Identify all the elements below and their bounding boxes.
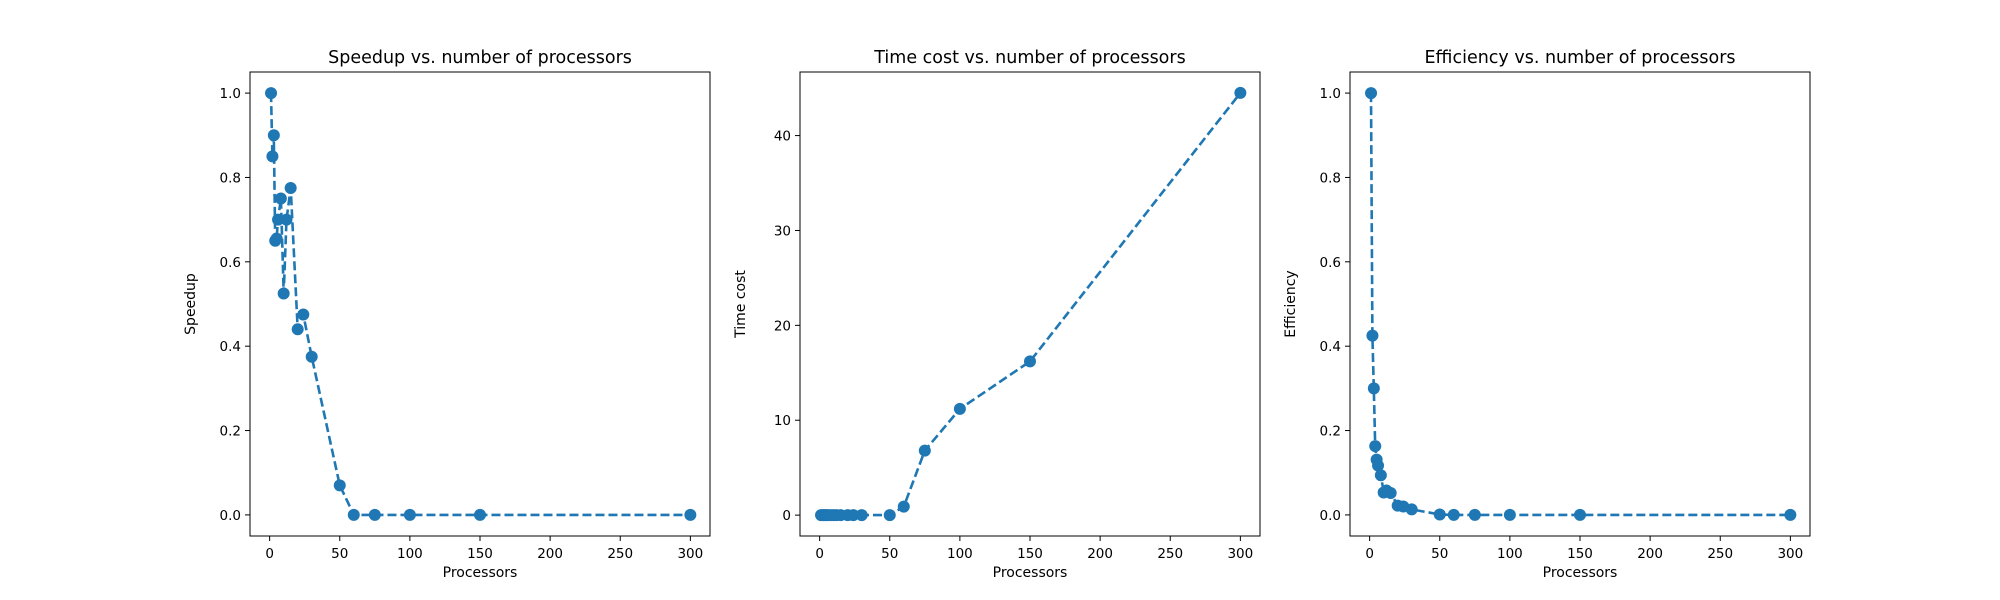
y-tick-label: 0.4 (1320, 339, 1341, 355)
data-point (1367, 382, 1380, 395)
data-point (267, 129, 280, 142)
data-point (684, 508, 697, 521)
x-tick-label: 0 (265, 546, 274, 562)
data-point (291, 323, 304, 336)
x-axis-label: Processors (1543, 565, 1618, 581)
data-point (855, 509, 868, 522)
data-point (265, 87, 278, 100)
y-tick-label: 1.0 (1320, 86, 1341, 102)
data-point (297, 308, 310, 321)
data-point (280, 213, 293, 226)
x-tick-label: 300 (677, 546, 703, 562)
y-tick-label: 30 (774, 223, 791, 239)
y-tick-label: 20 (774, 318, 791, 334)
y-tick-label: 0.6 (1320, 255, 1341, 271)
y-tick-label: 0.2 (220, 424, 241, 440)
y-tick-label: 0.8 (1320, 170, 1341, 186)
x-tick-label: 250 (1157, 546, 1183, 562)
data-point (1365, 87, 1378, 100)
data-point (270, 232, 283, 245)
x-tick-label: 100 (397, 546, 423, 562)
data-point (1369, 440, 1382, 453)
chart-panel-2: 0 50 100 150 200 250 300 0 10 20 30 40 Time cost vs.… (733, 48, 1261, 581)
data-point (266, 150, 279, 163)
y-tick-label: 0.0 (1320, 508, 1341, 524)
data-point (1405, 503, 1418, 516)
data-point (883, 509, 896, 522)
x-tick-label: 200 (537, 546, 563, 562)
y-tick-label: 10 (774, 413, 791, 429)
x-tick-label: 150 (1017, 546, 1043, 562)
x-tick-label: 200 (1087, 546, 1113, 562)
x-tick-label: 250 (1707, 546, 1733, 562)
data-point (1433, 508, 1446, 521)
x-tick-label: 300 (1777, 546, 1803, 562)
y-axis-label: Efficiency (1283, 270, 1299, 337)
y-tick-label: 1.0 (220, 86, 241, 102)
data-point (1024, 355, 1036, 368)
data-point (847, 509, 860, 522)
data-point (474, 508, 486, 521)
x-axis-label: Processors (443, 565, 518, 581)
data-point (1374, 469, 1387, 482)
data-point (274, 192, 287, 205)
x-tick-label: 50 (881, 546, 898, 562)
data-point (305, 350, 318, 363)
data-point (897, 500, 910, 513)
data-point (953, 402, 966, 415)
x-tick-label: 150 (1567, 546, 1593, 562)
y-tick-label: 0 (782, 508, 791, 524)
y-tick-label: 0.2 (1320, 424, 1341, 440)
x-tick-label: 150 (467, 546, 493, 562)
chart-title: Time cost vs. number of processors (873, 48, 1185, 68)
x-tick-label: 300 (1227, 546, 1253, 562)
data-point (1468, 508, 1481, 521)
axes-frame (249, 71, 711, 537)
x-tick-label: 50 (1431, 546, 1448, 562)
y-axis-label: Speedup (183, 273, 199, 335)
data-point (1503, 508, 1516, 521)
y-tick-label: 40 (774, 129, 791, 145)
data-point (1372, 459, 1385, 472)
y-tick-label: 0.6 (220, 255, 241, 271)
data-point (368, 508, 381, 521)
y-tick-label: 0.8 (220, 170, 241, 186)
data-point (1366, 329, 1379, 342)
axes-frame (1349, 71, 1811, 537)
y-axis-label: Time cost (733, 270, 749, 339)
chart-panel-3: 0 50 100 150 200 250 300 0.0 0.2 0.4 0.6 0.8 1.0 Effi… (1283, 48, 1811, 581)
data-point (403, 508, 416, 521)
data-point (1384, 486, 1397, 499)
data-point (272, 213, 285, 226)
data-point (1574, 508, 1586, 521)
series-line (821, 92, 1242, 517)
series-line (269, 93, 691, 517)
axes-frame (799, 71, 1261, 537)
x-tick-label: 250 (607, 546, 633, 562)
y-tick-label: 0.0 (220, 508, 241, 524)
chart-title: Efficiency vs. number of processors (1424, 48, 1735, 68)
x-tick-label: 0 (815, 546, 824, 562)
data-point (1234, 86, 1247, 99)
x-axis-label: Processors (993, 565, 1068, 581)
x-tick-label: 100 (947, 546, 973, 562)
x-tick-label: 100 (1497, 546, 1523, 562)
x-tick-label: 200 (1637, 546, 1663, 562)
chart-panel-1: 0 50 100 150 200 250 300 0.0 0.2 0.4 0.6 0.8 1.0 Spee… (183, 48, 711, 581)
x-tick-label: 0 (1365, 546, 1374, 562)
chart-title: Speedup vs. number of processors (328, 48, 632, 68)
data-point (277, 287, 290, 300)
data-point (1784, 508, 1797, 521)
data-point (333, 479, 346, 492)
data-point (284, 182, 297, 194)
data-point (1447, 508, 1460, 521)
series-line (1369, 93, 1791, 517)
y-tick-label: 0.4 (220, 339, 241, 355)
x-tick-label: 50 (331, 546, 348, 562)
data-point (918, 444, 931, 457)
data-point (347, 508, 360, 521)
